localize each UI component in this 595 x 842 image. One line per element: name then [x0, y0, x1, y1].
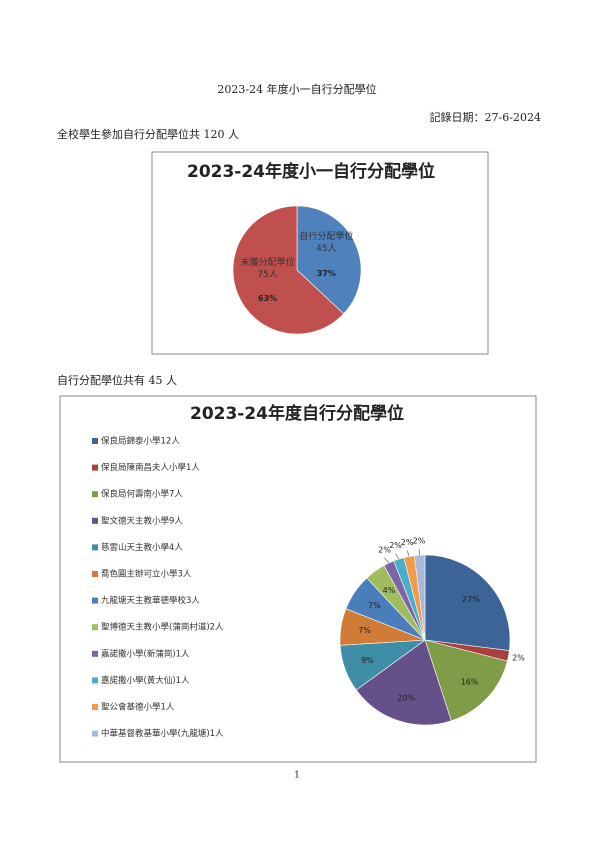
legend-swatch: [92, 704, 98, 710]
caption: 自行分配學位共有 45 人: [57, 373, 177, 387]
chart-frame: [151, 151, 489, 355]
legend-label: 聖公會基德小學1人: [101, 702, 175, 713]
value-label: 63%: [258, 294, 277, 303]
legend-swatch: [92, 438, 98, 444]
legend-swatch: [92, 517, 98, 524]
legend-label: 中華基督教基華小學(九龍塘)1人: [101, 728, 224, 739]
value-label: 16%: [461, 677, 479, 686]
value-label: 7%: [368, 601, 381, 610]
pie-slice: [424, 639, 508, 722]
leader-line: [384, 557, 390, 564]
chart-frame: [59, 395, 537, 763]
legend-label: 聖文德天主教小學9人: [101, 515, 183, 526]
legend-label: 保良局錦泰小學12人: [101, 436, 180, 447]
pie-slice: [355, 639, 452, 726]
legend-swatch: [92, 677, 98, 684]
legend-swatch: [92, 491, 98, 498]
slice-label-box: 未獲分配學位75人: [240, 257, 295, 280]
leader-line: [395, 553, 399, 560]
legend-label: 保良局陳南昌夫人小學1人: [101, 462, 200, 473]
pie-slice: [232, 205, 345, 335]
value-label: 27%: [462, 595, 480, 604]
slice-label-box: 自行分配學位45人: [299, 232, 354, 255]
leader-line: [418, 548, 420, 556]
pie-slice: [424, 554, 511, 651]
value-label: 2%: [413, 536, 426, 545]
value-label: 7%: [358, 626, 371, 635]
legend-swatch: [92, 730, 98, 737]
legend-swatch: [92, 650, 98, 657]
value-label: 4%: [383, 586, 396, 595]
doc-title: 2023-24 年度小一自行分配學位: [217, 82, 376, 96]
slice-category: 未獲分配學位75人: [240, 257, 295, 280]
legend-label: 保良局何壽南小學7人: [101, 489, 183, 500]
chart-title: 2023-24年度小一自行分配學位: [187, 161, 435, 182]
value-label: 2%: [389, 541, 402, 550]
value-label: 2%: [401, 538, 414, 547]
legend-label: 嘉諾撒小學(新蒲崗)1人: [101, 648, 190, 659]
value-label: 9%: [361, 656, 374, 665]
value-label: 2%: [512, 653, 525, 662]
legend-label: 慈雲山天主教小學4人: [101, 542, 183, 553]
legend-swatch: [92, 597, 98, 604]
legend-swatch: [92, 544, 98, 551]
legend-label: 喬色圓主辦可立小學3人: [101, 569, 192, 580]
value-label: 2%: [378, 545, 391, 554]
legend-label: 九龍塘天主教華德學校3人: [101, 595, 200, 606]
legend-label: 聖博德天主教小學(蒲崗村道)2人: [101, 622, 224, 633]
value-label: 37%: [317, 269, 336, 278]
caption: 全校學生參加自行分配學位共 120 人: [57, 127, 239, 141]
page-number: 1: [294, 771, 300, 781]
legend-swatch: [92, 624, 98, 631]
value-label: 20%: [397, 694, 415, 703]
legend-label: 嘉諾撒小學(黃大仙)1人: [101, 675, 190, 686]
leader-line: [406, 550, 410, 557]
slice-category: 自行分配學位45人: [299, 232, 354, 255]
legend-swatch: [92, 464, 98, 471]
record-date: 記錄日期：27-6-2024: [430, 110, 541, 124]
pie-slice: [296, 205, 362, 315]
legend-swatch: [92, 571, 98, 577]
chart-title: 2023-24年度自行分配學位: [190, 403, 404, 424]
